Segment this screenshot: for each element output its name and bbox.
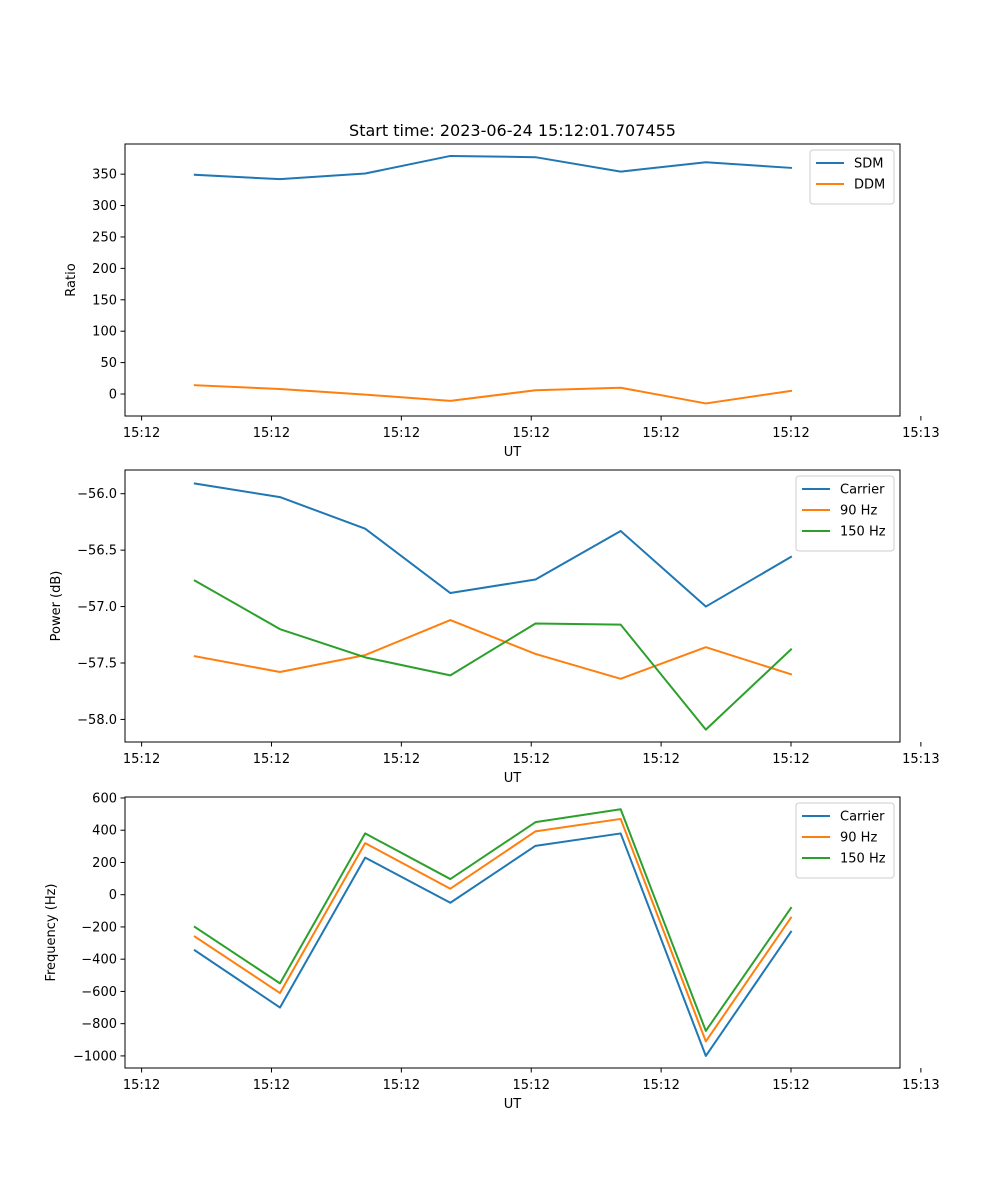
panel-3-x-tick-label: 15:12 — [513, 1078, 550, 1093]
charts: 15:12 15:12 15:12 15:12 15:12 15:12 15:13 0 50 10… — [44, 143, 940, 1112]
panel-3-y-tick-label: 400 — [92, 824, 117, 839]
panel-3-y-tick-label: 0 — [109, 888, 117, 903]
panel-3-y-tick-label: −200 — [81, 920, 117, 935]
panel-1-x-tick-label: 15:12 — [253, 426, 290, 441]
panel-3-series-90-hz-line — [193, 817, 793, 1043]
panel-2-x-tick-label: 15:12 — [642, 752, 679, 767]
panel-3-x-tick-label: 15:12 — [123, 1078, 160, 1093]
panel-2-series-carrier-line — [193, 482, 793, 608]
panel-3-y-tick-label: 200 — [92, 856, 117, 871]
panel-3-series-carrier-line — [193, 832, 793, 1057]
panel-2-x-axis-label: UT — [504, 771, 522, 786]
panel-3-legend-label-carrier: Carrier — [840, 810, 885, 825]
chart-title: Start time: 2023-06-24 15:12:01.707455 — [349, 121, 676, 140]
panel-1-y-axis-label: Ratio — [64, 263, 79, 296]
panel-1-series-sdm-line — [193, 154, 793, 181]
panel-3-x-axis-label: UT — [504, 1097, 522, 1112]
panel-3: 15:12 15:12 15:12 15:12 15:12 15:12 15:13 −1000… — [44, 791, 940, 1112]
panel-3-axes-frame — [124, 796, 901, 1069]
panel-3-x-tick-label: 15:12 — [642, 1078, 679, 1093]
panel-1-y-tick-label: 50 — [100, 356, 117, 371]
panel-3-legend: Carrier 90 Hz 150 Hz — [795, 802, 895, 879]
panel-1-x-tick-label: 15:12 — [642, 426, 679, 441]
panel-3-y-tick-label: −400 — [81, 953, 117, 968]
panel-2-x-tick-label: 15:12 — [772, 752, 809, 767]
panel-1-x-tick-label: 15:12 — [383, 426, 420, 441]
panel-3-x-tick-label: 15:13 — [902, 1078, 939, 1093]
panel-2-series-150-hz-line — [193, 579, 793, 731]
panel-1: 15:12 15:12 15:12 15:12 15:12 15:12 15:13 0 50 10… — [64, 143, 940, 460]
panel-1-x-tick-label: 15:12 — [772, 426, 809, 441]
panel-1-x-tick-label: 15:12 — [513, 426, 550, 441]
panel-2-y-tick-label: −56.0 — [77, 487, 117, 502]
panel-1-y-tick-label: 350 — [92, 168, 117, 183]
panel-3-legend-label-150-hz: 150 Hz — [840, 852, 886, 867]
panel-3-y-tick-label: −1000 — [73, 1049, 117, 1064]
panel-1-y-tick-label: 200 — [92, 262, 117, 277]
panel-1-axes-frame — [124, 143, 901, 417]
panel-1-x-tick-label: 15:13 — [902, 426, 939, 441]
panel-1-y-tick-label: 250 — [92, 230, 117, 245]
panel-2-legend-label-carrier: Carrier — [840, 483, 885, 498]
panel-3-series-150-hz-line — [193, 808, 793, 1032]
panel-3-x-tick-label: 15:12 — [253, 1078, 290, 1093]
panel-2-y-tick-label: −57.0 — [77, 600, 117, 615]
panel-2-x-tick-label: 15:13 — [902, 752, 939, 767]
panel-2-y-axis-label: Power (dB) — [49, 571, 64, 642]
panel-2-x-tick-label: 15:12 — [123, 752, 160, 767]
panel-2-x-tick-label: 15:12 — [383, 752, 420, 767]
panel-2: 15:12 15:12 15:12 15:12 15:12 15:12 15:13 −58.0… — [49, 469, 940, 786]
panel-1-legend-label-sdm: SDM — [854, 157, 883, 172]
panel-3-x-tick-label: 15:12 — [383, 1078, 420, 1093]
panel-2-legend-label-150-hz: 150 Hz — [840, 525, 886, 540]
panel-3-x-tick-label: 15:12 — [772, 1078, 809, 1093]
panel-1-series-ddm-line — [193, 384, 793, 405]
panel-2-legend: Carrier 90 Hz 150 Hz — [795, 475, 895, 552]
panel-1-y-tick-label: 150 — [92, 293, 117, 308]
panel-1-legend-label-ddm: DDM — [854, 178, 885, 193]
panel-3-legend-box — [795, 802, 895, 879]
panel-2-x-tick-label: 15:12 — [513, 752, 550, 767]
panel-1-y-tick-label: 0 — [109, 388, 117, 403]
panel-1-x-tick-label: 15:12 — [123, 426, 160, 441]
panel-3-y-axis-label: Frequency (Hz) — [44, 883, 59, 981]
panel-1-legend: SDM DDM — [809, 149, 895, 205]
panel-2-y-tick-label: −57.5 — [77, 656, 117, 671]
panel-2-series-90-hz-line — [193, 619, 793, 680]
panel-3-legend-label-90-hz: 90 Hz — [840, 831, 877, 846]
panel-1-x-axis-label: UT — [504, 445, 522, 460]
panel-1-y-tick-label: 300 — [92, 199, 117, 214]
panel-3-y-tick-label: −800 — [81, 1017, 117, 1032]
panel-2-y-tick-label: −56.5 — [77, 544, 117, 559]
panel-2-legend-label-90-hz: 90 Hz — [840, 504, 877, 519]
panel-2-y-tick-label: −58.0 — [77, 713, 117, 728]
panel-1-y-tick-label: 100 — [92, 325, 117, 340]
panel-3-y-tick-label: 600 — [92, 791, 117, 806]
panel-2-x-tick-label: 15:12 — [253, 752, 290, 767]
panel-2-axes-frame — [124, 469, 901, 743]
panel-2-legend-box — [795, 475, 895, 552]
panel-3-y-tick-label: −600 — [81, 985, 117, 1000]
